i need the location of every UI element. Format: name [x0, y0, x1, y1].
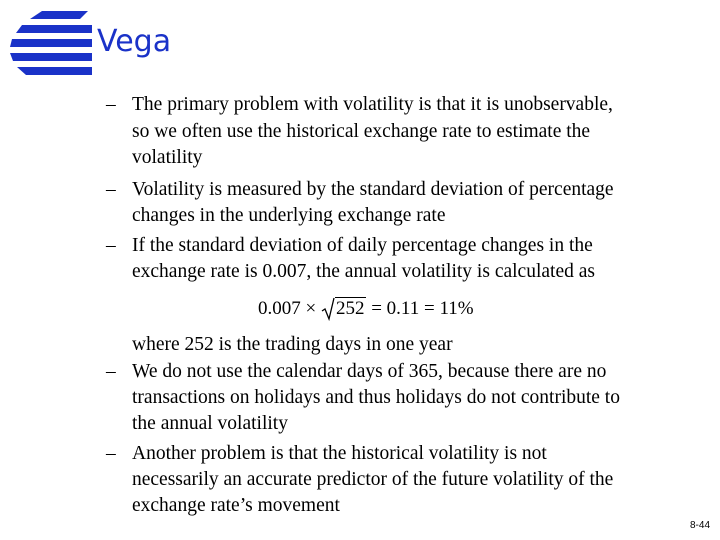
bullet-line: transactions on holidays and thus holida… — [132, 387, 620, 408]
formula-operator: × — [305, 298, 317, 319]
formula-result: = 0.11 = 11% — [371, 298, 474, 319]
bullet-marker: – — [106, 179, 116, 200]
formula: 0.007 × 252 = 0.11 = 11% — [258, 296, 474, 322]
formula-term: 0.007 — [258, 298, 301, 319]
logo — [10, 11, 92, 75]
bullet-line: Volatility is measured by the standard d… — [132, 179, 614, 200]
bullet-line: where 252 is the trading days in one yea… — [132, 334, 453, 355]
bullet-line: so we often use the historical exchange … — [132, 121, 591, 142]
bullet-marker: – — [106, 94, 116, 115]
bullet-marker: – — [106, 235, 116, 256]
bullet-line: We do not use the calendar days of 365, … — [132, 361, 607, 382]
bullet-line: the annual volatility — [132, 413, 288, 434]
slide-title: Vega — [97, 24, 172, 59]
bullet-line: Another problem is that the historical v… — [132, 443, 547, 464]
bullet-line: If the standard deviation of daily perce… — [132, 235, 593, 256]
bullet-line: The primary problem with volatility is t… — [132, 94, 613, 115]
bullet-line: changes in the underlying exchange rate — [132, 205, 446, 226]
radical-sign — [321, 297, 335, 322]
bullet-line: volatility — [132, 147, 203, 168]
bullet-line: exchange rate’s movement — [132, 495, 340, 516]
bullet-line: necessarily an accurate predictor of the… — [132, 469, 614, 490]
bullet-marker: – — [106, 361, 116, 382]
formula-radicand: 252 — [334, 297, 367, 319]
page-number: 8-44 — [689, 520, 710, 531]
bullet-marker: – — [106, 443, 116, 464]
bullet-line: exchange rate is 0.007, the annual volat… — [132, 261, 595, 282]
